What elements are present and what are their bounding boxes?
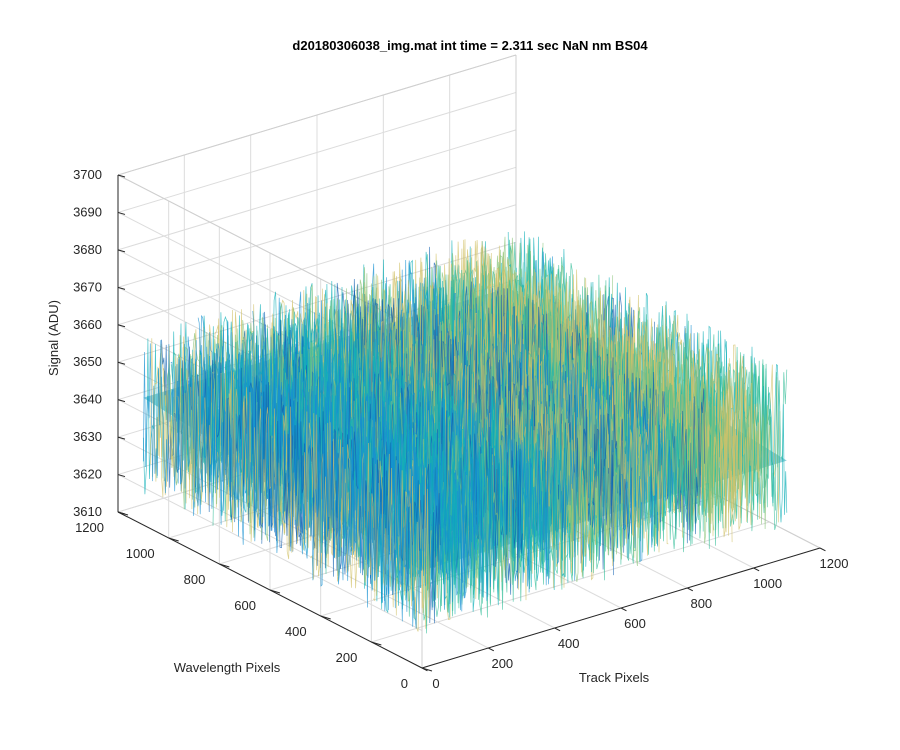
y-tick-label: 400	[285, 624, 307, 639]
z-tick-label: 3700	[73, 167, 102, 182]
axes-ticks: 0 200 400 600 800 1000 1200 0 200 400 600 800 1000 12…	[73, 167, 848, 691]
z-tick	[117, 399, 126, 403]
y-tick	[168, 537, 179, 542]
y-tick-label: 1000	[126, 546, 155, 561]
z-tick-label: 3630	[73, 429, 102, 444]
z-tick	[117, 174, 126, 178]
y-tick	[219, 563, 230, 568]
z-tick-label: 3640	[73, 392, 102, 407]
surface-trace	[142, 340, 423, 629]
x-tick-label: 200	[491, 656, 513, 671]
noise-surface	[142, 231, 788, 634]
x-tick	[554, 627, 561, 632]
x-axis-label: Track Pixels	[579, 670, 650, 685]
y-tick	[371, 641, 382, 646]
x-tick-label: 1200	[820, 556, 849, 571]
z-tick	[117, 436, 126, 440]
y-tick-label: 0	[401, 676, 408, 691]
surface-trace	[480, 240, 760, 522]
z-tick	[117, 286, 126, 290]
wall-grid-line	[117, 204, 517, 326]
wall-grid-line	[117, 474, 423, 632]
y-tick	[421, 667, 433, 672]
z-tick-label: 3650	[73, 354, 102, 369]
z-axis-label: Signal (ADU)	[46, 300, 61, 376]
wall-grid-line	[117, 241, 517, 363]
wall-grid-line	[117, 91, 517, 213]
y-tick-label: 1200	[75, 520, 104, 535]
x-tick	[488, 647, 495, 652]
z-tick-label: 3620	[73, 467, 102, 482]
x-tick-label: 1000	[753, 576, 782, 591]
chart-title: d20180306038_img.mat int time = 2.311 se…	[292, 38, 648, 53]
z-tick-label: 3660	[73, 317, 102, 332]
z-tick	[117, 361, 126, 365]
x-tick-label: 400	[558, 636, 580, 651]
x-tick	[819, 547, 826, 552]
y-tick-label: 200	[336, 650, 358, 665]
x-tick-label: 800	[690, 596, 712, 611]
z-tick	[117, 211, 126, 215]
surface-trace	[414, 364, 781, 632]
x-tick	[687, 587, 694, 592]
y-tick-label: 600	[234, 598, 256, 613]
z-tick-label: 3680	[73, 242, 102, 257]
y-axis-label: Wavelength Pixels	[174, 660, 281, 675]
x-tick-label: 0	[432, 676, 439, 691]
y-tick	[269, 589, 281, 594]
surface-trace	[243, 311, 523, 595]
y-tick-label: 800	[184, 572, 206, 587]
z-tick	[117, 249, 126, 253]
x-tick	[620, 607, 627, 612]
wall-grid-line	[117, 129, 517, 251]
z-tick	[117, 324, 126, 328]
box-edge	[117, 54, 517, 176]
floor-grid-line	[371, 521, 770, 643]
x-tick	[753, 567, 760, 572]
z-tick	[117, 474, 126, 478]
wall-grid-line	[117, 166, 517, 288]
z-tick-label: 3670	[73, 279, 102, 294]
z-tick-label: 3610	[73, 504, 102, 519]
z-tick-label: 3690	[73, 204, 102, 219]
x-tick-label: 600	[624, 616, 646, 631]
y-tick	[320, 615, 331, 620]
z-tick	[117, 511, 126, 515]
